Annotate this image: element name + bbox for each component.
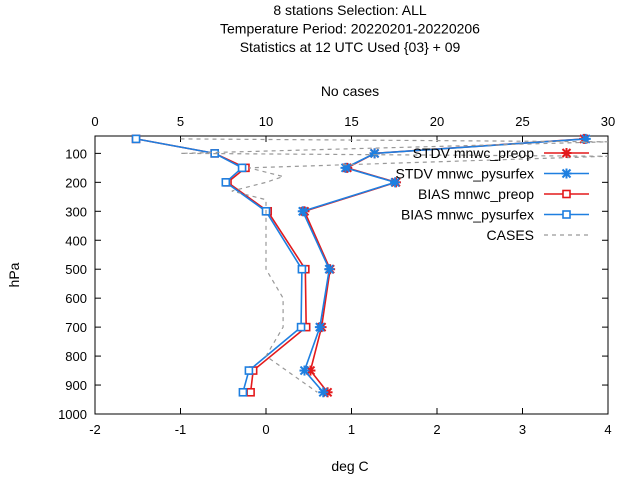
legend-label: BIAS mnwc_pysurfex	[401, 207, 534, 223]
x2-tick-label: 5	[177, 114, 184, 129]
x2-tick-label: 25	[515, 114, 529, 129]
x2-tick-label: 20	[430, 114, 444, 129]
y-axis-label: hPa	[6, 262, 22, 287]
y-tick-label: 600	[65, 291, 87, 306]
data-point-stdv-mnwc-pysurfex	[324, 264, 335, 275]
y-tick-label: 300	[65, 204, 87, 219]
data-point-bias-mnwc-pysurfex	[297, 264, 307, 274]
chart-title-line: Temperature Period: 20220201-20220206	[220, 21, 480, 37]
x-tick-label: 0	[262, 422, 269, 437]
data-point-bias-mnwc-preop	[246, 387, 255, 397]
x2-axis-label: No cases	[321, 83, 379, 99]
y-tick-label: 900	[65, 378, 87, 393]
x-tick-label: 1	[348, 422, 355, 437]
x-tick-label: 2	[433, 422, 440, 437]
x2-tick-label: 30	[601, 114, 615, 129]
x-tick-label: 4	[604, 422, 611, 437]
x-axis-label: deg C	[331, 458, 368, 474]
series-line-bias-mnwc-pysurfex	[135, 138, 303, 393]
data-point-stdv-mnwc-pysurfex	[318, 387, 329, 398]
x-tick-label: -2	[89, 422, 101, 437]
data-point-bias-mnwc-pysurfex	[237, 163, 247, 173]
y-tick-label: 400	[65, 233, 87, 248]
data-point-stdv-mnwc-pysurfex	[297, 206, 308, 217]
legend-label: BIAS mnwc_preop	[418, 186, 534, 202]
data-point-bias-mnwc-pysurfex	[244, 366, 254, 375]
data-point-bias-mnwc-pysurfex	[221, 178, 231, 187]
data-point-stdv-mnwc-pysurfex	[369, 148, 380, 159]
y-tick-label: 100	[65, 146, 87, 161]
x-tick-label: -1	[175, 422, 187, 437]
x2-tick-label: 0	[91, 114, 98, 129]
series-line-cases	[180, 138, 609, 393]
legend-marker-bias-mnwc-preop	[562, 189, 571, 199]
data-point-bias-mnwc-pysurfex	[296, 322, 306, 332]
series-line-bias-mnwc-preop	[135, 138, 307, 393]
legend-label: STDV mnwc_pysurfex	[396, 166, 534, 182]
legend-marker-stdv-mnwc-pysurfex	[561, 168, 572, 179]
legend-marker-bias-mnwc-pysurfex	[562, 210, 571, 219]
data-point-stdv-mnwc-pysurfex	[340, 162, 351, 173]
x2-tick-label: 15	[344, 114, 358, 129]
data-point-stdv-mnwc-pysurfex	[390, 177, 401, 188]
y-tick-label: 200	[65, 175, 87, 190]
legend-label: STDV mnwc_preop	[413, 145, 535, 161]
data-point-bias-mnwc-pysurfex	[131, 134, 141, 144]
legend-marker-stdv-mnwc-preop	[561, 148, 572, 158]
data-point-bias-mnwc-pysurfex	[238, 387, 248, 397]
y-tick-label: 700	[65, 320, 87, 335]
chart-title-line: Statistics at 12 UTC Used {03} + 09	[240, 39, 461, 55]
y-tick-label: 500	[65, 262, 87, 277]
y-tick-label: 1000	[58, 407, 87, 422]
legend-label: CASES	[487, 227, 534, 243]
data-point-stdv-mnwc-pysurfex	[314, 322, 325, 333]
x2-tick-label: 10	[259, 114, 273, 129]
chart-title-line: 8 stations Selection: ALL	[273, 2, 427, 18]
y-tick-label: 800	[65, 349, 87, 364]
x-tick-label: 3	[519, 422, 526, 437]
data-point-stdv-mnwc-pysurfex	[299, 365, 310, 376]
